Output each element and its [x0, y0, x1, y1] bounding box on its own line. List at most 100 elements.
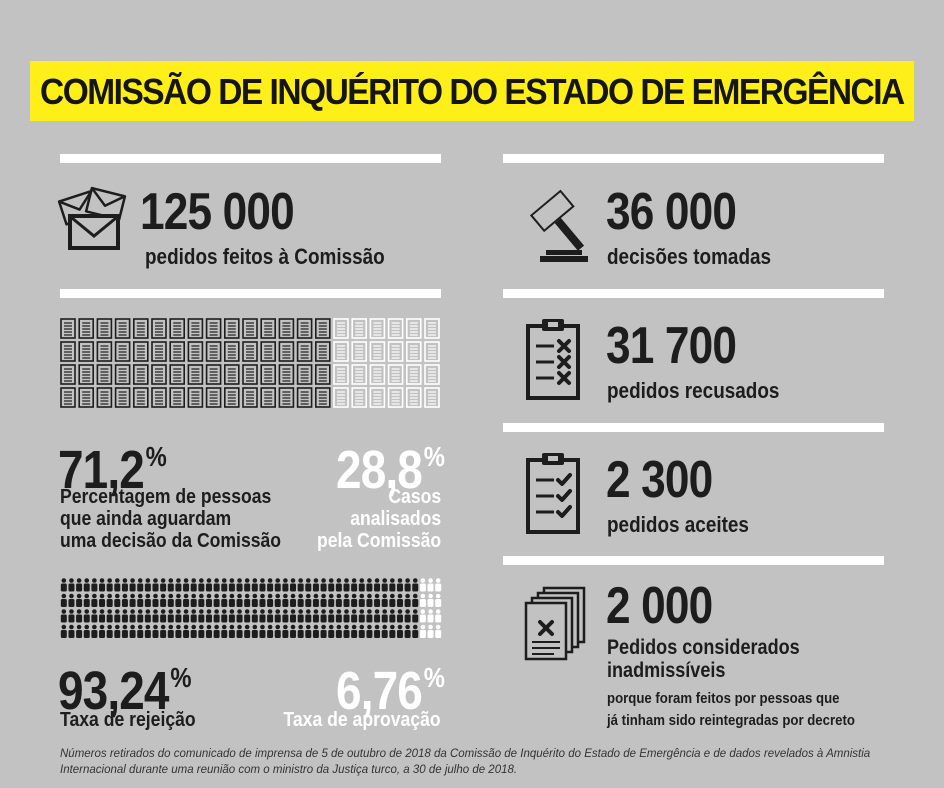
person-icon: [328, 624, 335, 638]
person-icon: [251, 609, 258, 623]
person-icon: [114, 593, 121, 607]
person-icon: [290, 609, 297, 623]
document-icon: [405, 364, 422, 385]
refused-label: pedidos recusados: [607, 378, 780, 403]
accepted-value: 2 300: [606, 451, 713, 509]
document-icon: [78, 341, 95, 362]
document-icon: [278, 318, 295, 339]
document-icon: [60, 387, 76, 408]
person-icon: [121, 578, 128, 592]
person-icon: [381, 578, 388, 592]
person-icon: [312, 624, 319, 638]
document-icon: [260, 341, 276, 362]
requests-label: pedidos feitos à Comissão: [145, 244, 385, 269]
person-icon: [137, 593, 144, 607]
person-icon: [228, 624, 235, 638]
person-icon: [404, 624, 411, 638]
person-icon: [267, 593, 274, 607]
person-icon: [435, 609, 442, 623]
person-icon: [404, 609, 411, 623]
awaiting-label: Percentagem de pessoas que ainda aguarda…: [60, 486, 282, 552]
person-icon: [137, 609, 144, 623]
document-icon: [224, 364, 240, 385]
person-icon: [366, 624, 373, 638]
divider: [503, 289, 884, 298]
person-icon: [419, 578, 426, 592]
person-icon: [419, 593, 426, 607]
document-icon: [78, 364, 95, 385]
rejection-percentage: 93,24%: [58, 661, 191, 721]
document-icon: [405, 341, 422, 362]
document-icon: [405, 318, 422, 339]
person-icon: [351, 609, 358, 623]
person-icon: [335, 593, 342, 607]
person-icon: [190, 609, 197, 623]
document-icon: [387, 387, 404, 408]
approval-percentage: 6,76%: [336, 661, 445, 721]
divider: [503, 154, 884, 163]
document-icon: [424, 341, 440, 362]
document-icon: [169, 387, 185, 408]
person-icon: [274, 624, 281, 638]
person-icon: [274, 578, 281, 592]
person-icon: [175, 609, 182, 623]
person-icon: [343, 578, 350, 592]
person-icon: [396, 578, 403, 592]
document-icon: [224, 318, 240, 339]
document-icon: [242, 341, 258, 362]
person-icon: [60, 578, 67, 592]
clipboard-x-icon: [524, 318, 582, 402]
person-icon: [435, 578, 442, 592]
person-icon: [205, 593, 212, 607]
person-icon: [91, 624, 98, 638]
person-icon: [106, 578, 113, 592]
person-icon: [412, 593, 419, 607]
person-icon: [129, 624, 136, 638]
person-icon: [396, 624, 403, 638]
document-icon: [242, 364, 258, 385]
person-icon: [236, 609, 243, 623]
gavel-icon: [510, 186, 588, 266]
document-icon: [315, 341, 331, 362]
person-icon: [358, 624, 365, 638]
person-icon: [144, 593, 151, 607]
person-icon: [320, 624, 327, 638]
document-icon: [96, 341, 113, 362]
document-icon: [296, 387, 313, 408]
person-icon: [305, 578, 312, 592]
document-icon: [260, 364, 276, 385]
person-icon: [381, 624, 388, 638]
person-icon: [160, 624, 167, 638]
document-icon: [424, 364, 440, 385]
person-icon: [83, 624, 90, 638]
person-icon: [374, 578, 381, 592]
person-icon: [351, 578, 358, 592]
person-icon: [259, 578, 266, 592]
person-icon: [213, 593, 220, 607]
document-icon: [169, 318, 185, 339]
document-icon: [296, 318, 313, 339]
person-icon: [404, 593, 411, 607]
person-icon: [205, 578, 212, 592]
person-icon: [412, 624, 419, 638]
person-icon: [282, 578, 289, 592]
person-icon: [427, 593, 434, 607]
requests-value: 125 000: [140, 183, 295, 241]
document-icon: [205, 341, 222, 362]
person-icon: [152, 609, 159, 623]
document-icon: [114, 364, 131, 385]
person-icon: [374, 624, 381, 638]
person-icon: [312, 593, 319, 607]
person-icon: [175, 624, 182, 638]
person-icon: [404, 578, 411, 592]
person-icon: [68, 624, 75, 638]
person-icon: [121, 624, 128, 638]
person-icon: [106, 609, 113, 623]
person-icon: [228, 578, 235, 592]
document-icon: [114, 341, 131, 362]
person-icon: [358, 609, 365, 623]
person-icon: [129, 593, 136, 607]
person-icon: [343, 609, 350, 623]
person-icon: [198, 578, 205, 592]
person-icon: [236, 578, 243, 592]
